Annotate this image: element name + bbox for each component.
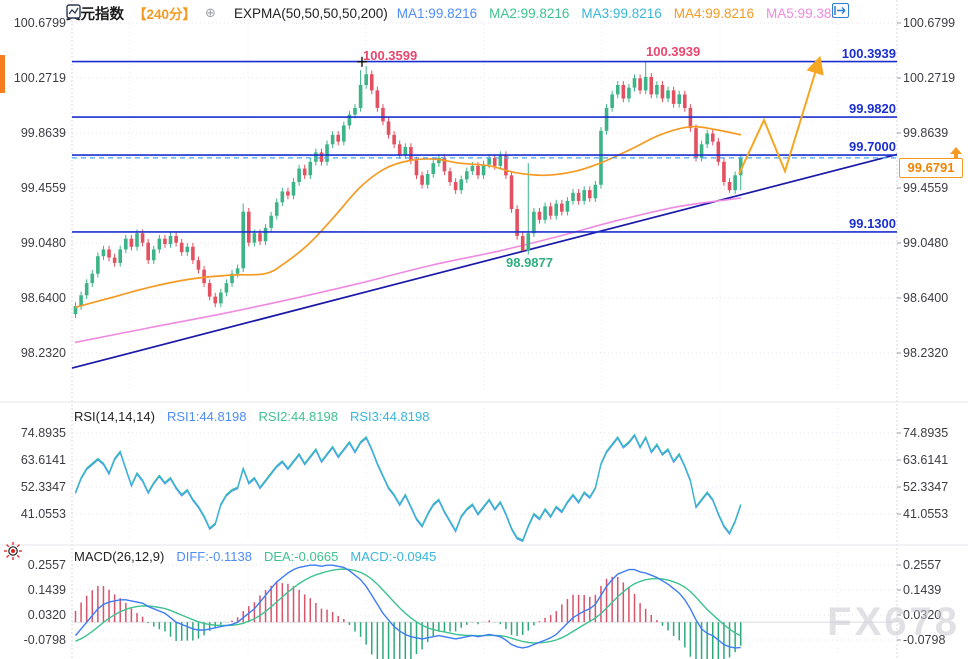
level-line-label[interactable]: 100.3939	[841, 45, 896, 61]
axis-label: 52.3347	[903, 480, 949, 494]
level-line-label[interactable]: 99.1300	[849, 215, 896, 231]
axis-label: 99.4559	[903, 181, 949, 195]
candles-series	[73, 61, 743, 318]
rsi-value: RSI3:44.8198	[349, 408, 430, 424]
axis-label: 74.8935	[20, 426, 66, 440]
axis-label: 63.6141	[903, 453, 949, 467]
macd-header: MACD(26,12,9) DIFF:-0.1138 DEA:-0.0665 MAC…	[74, 548, 448, 564]
level-line-label[interactable]: 99.9820	[849, 101, 896, 117]
axis-label: 41.0553	[20, 507, 66, 521]
main-chart-header: 美元指数 【240分】 ⊕ EXPMA(50,50,50,50,200) MA1…	[66, 4, 859, 23]
axis-label: 0.1439	[903, 583, 942, 597]
period-label[interactable]: 【240分】	[133, 7, 197, 22]
rsi-line-3	[74, 434, 742, 542]
price-annotation: 100.3939	[646, 44, 701, 59]
macd-value: DIFF:-0.1138	[176, 548, 252, 564]
axis-label: 52.3347	[20, 480, 66, 494]
price-annotation: 100.3599	[363, 48, 418, 63]
axis-label: 99.8639	[20, 126, 66, 140]
axis-label: 74.8935	[903, 426, 949, 440]
ma5-line	[74, 197, 742, 344]
goto-latest-icon[interactable]	[832, 3, 909, 18]
level-line-label[interactable]: 99.7000	[849, 139, 896, 155]
axis-label: 0.0320	[903, 608, 942, 622]
level-lines	[72, 60, 897, 233]
axis-label: 98.6400	[20, 291, 66, 305]
expma-line	[74, 125, 742, 309]
axis-label: 0.2557	[903, 558, 942, 572]
axis-label: 100.2719	[903, 71, 956, 85]
axis-label: 100.2719	[13, 71, 66, 85]
axis-label: 0.2557	[27, 558, 66, 572]
axis-label: 99.4559	[20, 181, 66, 195]
axis-label: 0.1439	[27, 583, 66, 597]
rsi-value: RSI2:44.8198	[258, 408, 338, 424]
axis-label: 100.6799	[13, 16, 66, 30]
macd-diff-line	[74, 564, 741, 649]
axis-label: 99.0480	[903, 236, 949, 250]
ma-value: MA2:99.8216	[489, 5, 570, 21]
macd-value: MACD:-0.0945	[350, 548, 437, 564]
axis-label: 98.2320	[903, 346, 949, 360]
axis-label: -0.0798	[903, 633, 946, 647]
axis-label: 63.6141	[20, 453, 66, 467]
rsi-title[interactable]: RSI(14,14,14)	[74, 408, 155, 424]
indicator-name[interactable]: EXPMA(50,50,50,50,200)	[233, 5, 388, 21]
ma-values: MA1:99.8216 MA2:99.8216 MA3:99.8216 MA4:99.…	[397, 6, 859, 21]
ma-value: MA5:99.3814	[766, 5, 847, 21]
axis-label: 100.6799	[903, 16, 956, 30]
axis-label: -0.0798	[23, 633, 66, 647]
add-indicator-icon[interactable]: ⊕	[205, 5, 216, 20]
macd-title[interactable]: MACD(26,12,9)	[74, 548, 165, 564]
axis-label: 98.6400	[903, 291, 949, 305]
macd-dea-line	[75, 568, 742, 644]
rsi-value: RSI1:44.8198	[166, 408, 247, 424]
auto-scale-active-icon[interactable]	[832, 3, 889, 18]
rsi-values: RSI1:44.8198 RSI2:44.8198 RSI3:44.8198	[167, 409, 442, 424]
drawing-anchor-cross[interactable]	[357, 56, 367, 67]
current-price-tag[interactable]: 99.6791	[899, 158, 963, 178]
left-edge-marker	[0, 55, 5, 93]
axis-label: 41.0553	[903, 507, 949, 521]
trendline[interactable]	[71, 153, 898, 369]
axis-label: 98.2320	[20, 346, 66, 360]
axis-label: 0.0320	[27, 608, 66, 622]
axis-label: 99.8639	[903, 126, 949, 140]
watermark: FX678	[827, 600, 960, 644]
auto-scale-icon[interactable]	[832, 3, 869, 18]
axis-label: 99.0480	[20, 236, 66, 250]
ma-value: MA4:99.8216	[673, 5, 755, 21]
rsi-header: RSI(14,14,14) RSI1:44.8198 RSI2:44.8198 RS…	[74, 408, 441, 424]
macd-value: DEA:-0.0665	[263, 548, 339, 564]
macd-histogram	[74, 576, 742, 659]
projection-arrow[interactable]	[738, 55, 824, 175]
chart-toolbar	[832, 3, 909, 18]
rsi-line-1	[74, 434, 742, 543]
price-annotation: 98.9877	[506, 255, 553, 270]
macd-values: DIFF:-0.1138 DEA:-0.0665 MACD:-0.0945	[176, 549, 448, 564]
ma-value: MA3:99.8216	[581, 5, 662, 21]
ma-value: MA1:99.8216	[396, 5, 478, 21]
